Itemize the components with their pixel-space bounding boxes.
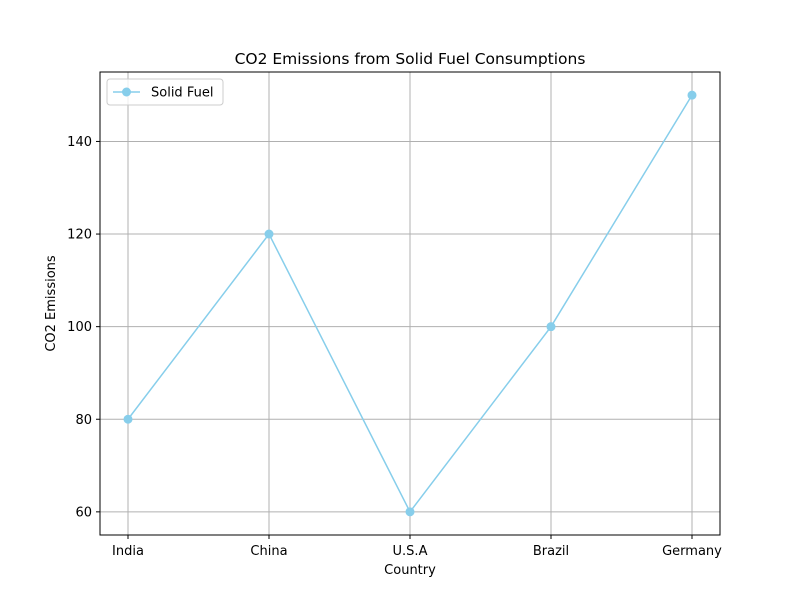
data-point [264, 229, 274, 239]
y-tick-label: 120 [67, 228, 92, 243]
y-tick-label: 140 [67, 135, 92, 150]
y-tick-label: 60 [75, 505, 92, 520]
legend-marker-swatch [122, 87, 131, 97]
x-tick-label: India [112, 544, 144, 559]
axes-layer: India China U.S.A Brazil Germany 60 80 100 120 14… [67, 135, 722, 559]
data-point [687, 90, 697, 100]
chart-title: CO2 Emissions from Solid Fuel Consumptio… [235, 50, 586, 68]
grid-lines [100, 72, 720, 535]
data-point [546, 322, 556, 332]
x-axis-label: Country [384, 563, 436, 578]
x-tick-label: Brazil [533, 544, 569, 559]
x-tick-label: U.S.A [393, 544, 428, 559]
y-axis-label: CO2 Emissions [44, 255, 59, 352]
series-layer [123, 90, 697, 517]
legend-label: Solid Fuel [151, 86, 213, 101]
legend: Solid Fuel [106, 78, 224, 106]
y-tick-label: 80 [75, 413, 92, 428]
x-tick-label: Germany [662, 544, 722, 559]
data-point [123, 414, 133, 424]
y-tick-label: 100 [67, 320, 92, 335]
x-tick-label: China [250, 544, 287, 559]
data-point [405, 507, 415, 517]
legend-box [106, 78, 224, 106]
